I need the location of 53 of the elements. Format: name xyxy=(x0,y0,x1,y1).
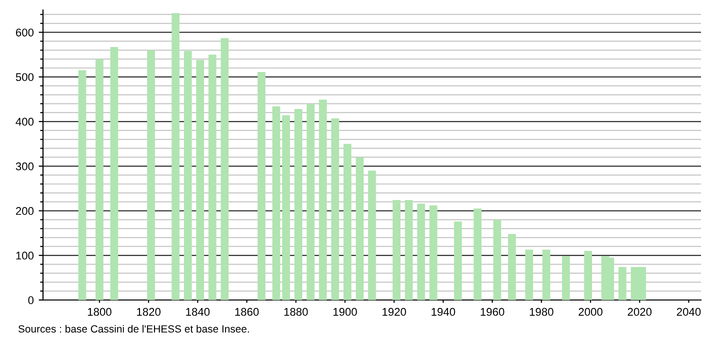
x-tick-label: 1840 xyxy=(186,308,210,316)
bar xyxy=(147,50,155,300)
x-tick-label: 1960 xyxy=(480,308,504,316)
x-tick-label: 1880 xyxy=(284,308,308,316)
y-tick-label: 0 xyxy=(28,296,34,304)
y-tick-label: 500 xyxy=(16,73,34,82)
bar xyxy=(356,157,364,300)
x-tick-label: 2020 xyxy=(628,308,652,316)
bar xyxy=(96,59,104,300)
y-tick-label: 400 xyxy=(16,118,34,126)
source-note: Sources : base Cassini de l'EHESS et base Insee. xyxy=(18,324,249,333)
bar xyxy=(331,118,340,300)
y-tick-label: 200 xyxy=(16,207,34,215)
bar xyxy=(454,221,462,300)
bar xyxy=(368,170,376,300)
y-tick-label: 100 xyxy=(16,252,34,260)
x-tick-label: 1940 xyxy=(432,308,456,316)
y-tick-label: 300 xyxy=(16,162,34,170)
bar xyxy=(404,200,413,300)
x-tick-label: 1820 xyxy=(137,308,160,316)
bar xyxy=(78,70,86,300)
bar xyxy=(258,72,266,300)
bar xyxy=(282,115,290,300)
bar xyxy=(584,250,592,300)
bar xyxy=(208,54,216,300)
bar xyxy=(344,144,352,300)
bar xyxy=(429,205,438,300)
bar xyxy=(493,220,502,300)
bar xyxy=(294,109,302,300)
x-tick-label: 1920 xyxy=(382,308,406,316)
bar xyxy=(474,208,482,300)
bar xyxy=(618,266,626,300)
bar xyxy=(272,106,280,300)
bar xyxy=(172,13,180,300)
bar xyxy=(306,104,315,300)
y-tick-label: 600 xyxy=(16,28,34,36)
bar xyxy=(508,234,516,300)
x-tick-label: 2040 xyxy=(676,308,701,316)
bar xyxy=(392,200,400,300)
x-tick-label: 1860 xyxy=(235,308,259,316)
x-tick-label: 1800 xyxy=(88,308,112,316)
bar xyxy=(196,60,204,300)
bar xyxy=(525,250,534,300)
x-tick-label: 1900 xyxy=(333,308,357,316)
bar xyxy=(110,47,118,300)
bar xyxy=(542,250,550,300)
x-tick-label: 1980 xyxy=(530,308,554,316)
bar xyxy=(184,51,192,300)
bar xyxy=(417,204,426,300)
bar xyxy=(220,38,229,300)
bar xyxy=(318,100,327,300)
x-tick-label: 2000 xyxy=(578,308,602,316)
bar xyxy=(562,256,570,300)
